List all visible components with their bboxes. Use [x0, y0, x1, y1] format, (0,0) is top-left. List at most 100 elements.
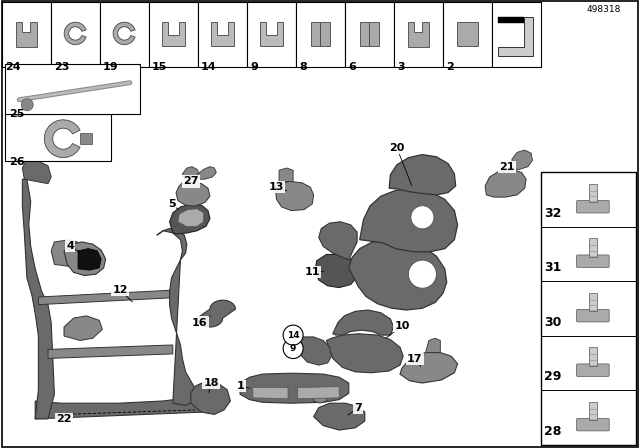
Polygon shape	[240, 373, 349, 403]
Polygon shape	[178, 209, 204, 227]
Text: 12: 12	[113, 285, 128, 295]
Polygon shape	[333, 310, 394, 335]
Text: 11: 11	[305, 267, 320, 277]
Polygon shape	[314, 393, 326, 403]
Bar	[198, 2, 247, 67]
Polygon shape	[38, 290, 170, 305]
Text: 1: 1	[237, 381, 244, 391]
Text: 14: 14	[201, 62, 217, 72]
Bar	[100, 2, 149, 67]
Polygon shape	[191, 382, 230, 414]
Polygon shape	[15, 22, 37, 47]
Circle shape	[408, 260, 436, 288]
Polygon shape	[349, 240, 447, 310]
Text: 21: 21	[499, 162, 515, 172]
Polygon shape	[279, 168, 293, 181]
Bar	[589, 402, 597, 420]
Bar	[492, 2, 541, 67]
Polygon shape	[44, 120, 80, 158]
Bar	[5, 64, 140, 114]
Polygon shape	[321, 22, 330, 46]
Circle shape	[283, 325, 303, 345]
Bar	[247, 2, 296, 67]
Polygon shape	[51, 240, 86, 267]
Text: 8: 8	[299, 62, 307, 72]
Polygon shape	[360, 22, 369, 46]
Text: 20: 20	[389, 143, 404, 153]
FancyBboxPatch shape	[577, 418, 609, 431]
Text: 13: 13	[269, 182, 284, 192]
Text: 6: 6	[348, 62, 356, 72]
Bar	[443, 2, 492, 67]
Polygon shape	[253, 388, 288, 399]
Polygon shape	[298, 387, 339, 399]
Text: 2: 2	[446, 62, 454, 72]
Polygon shape	[64, 242, 106, 276]
Polygon shape	[260, 22, 283, 46]
Text: 26: 26	[9, 157, 24, 167]
Text: 27: 27	[183, 177, 198, 186]
Polygon shape	[182, 167, 200, 182]
Polygon shape	[197, 167, 216, 179]
Text: 28: 28	[544, 425, 561, 438]
Text: 498318: 498318	[586, 5, 621, 14]
Text: 30: 30	[544, 316, 561, 329]
Polygon shape	[310, 22, 321, 46]
Text: 23: 23	[54, 62, 70, 72]
Bar	[589, 293, 597, 311]
Polygon shape	[315, 254, 357, 288]
Bar	[296, 2, 345, 67]
Polygon shape	[176, 182, 210, 206]
Text: 29: 29	[544, 370, 561, 383]
Polygon shape	[48, 345, 173, 358]
Polygon shape	[408, 22, 429, 47]
Text: 9: 9	[290, 344, 296, 353]
Polygon shape	[157, 228, 198, 405]
Polygon shape	[22, 179, 54, 419]
Polygon shape	[35, 396, 205, 419]
Polygon shape	[211, 22, 234, 46]
Polygon shape	[498, 17, 533, 56]
Text: 5: 5	[168, 199, 175, 209]
Bar	[541, 172, 636, 445]
FancyBboxPatch shape	[577, 255, 609, 267]
Circle shape	[283, 339, 303, 358]
Polygon shape	[319, 222, 357, 260]
Polygon shape	[170, 204, 210, 234]
Bar	[498, 17, 524, 23]
FancyBboxPatch shape	[577, 364, 609, 376]
Text: 9: 9	[250, 62, 258, 72]
Polygon shape	[512, 150, 532, 169]
Text: 24: 24	[5, 62, 20, 72]
Bar	[5, 114, 111, 161]
Bar	[589, 184, 597, 202]
Text: 14: 14	[287, 331, 300, 340]
Text: 10: 10	[394, 321, 410, 331]
Polygon shape	[22, 161, 51, 184]
Text: 17: 17	[407, 354, 422, 364]
Polygon shape	[64, 316, 102, 340]
Text: 16: 16	[192, 318, 207, 327]
Text: 32: 32	[544, 207, 561, 220]
Polygon shape	[314, 403, 365, 430]
Polygon shape	[294, 337, 332, 365]
Text: 19: 19	[103, 62, 119, 72]
Text: 25: 25	[9, 109, 24, 119]
Circle shape	[411, 206, 434, 229]
Bar	[394, 2, 443, 67]
FancyBboxPatch shape	[577, 310, 609, 322]
Bar	[345, 2, 394, 67]
Text: 3: 3	[397, 62, 404, 72]
Polygon shape	[326, 334, 403, 373]
Text: 15: 15	[152, 62, 168, 72]
Text: 22: 22	[56, 414, 72, 424]
Polygon shape	[275, 181, 314, 211]
Text: 4: 4	[67, 241, 74, 250]
Polygon shape	[64, 22, 86, 45]
Bar	[589, 347, 597, 366]
Bar	[80, 134, 92, 144]
Text: 7: 7	[355, 403, 362, 413]
Bar	[2, 2, 51, 67]
Polygon shape	[162, 22, 185, 46]
Text: 31: 31	[544, 261, 561, 274]
